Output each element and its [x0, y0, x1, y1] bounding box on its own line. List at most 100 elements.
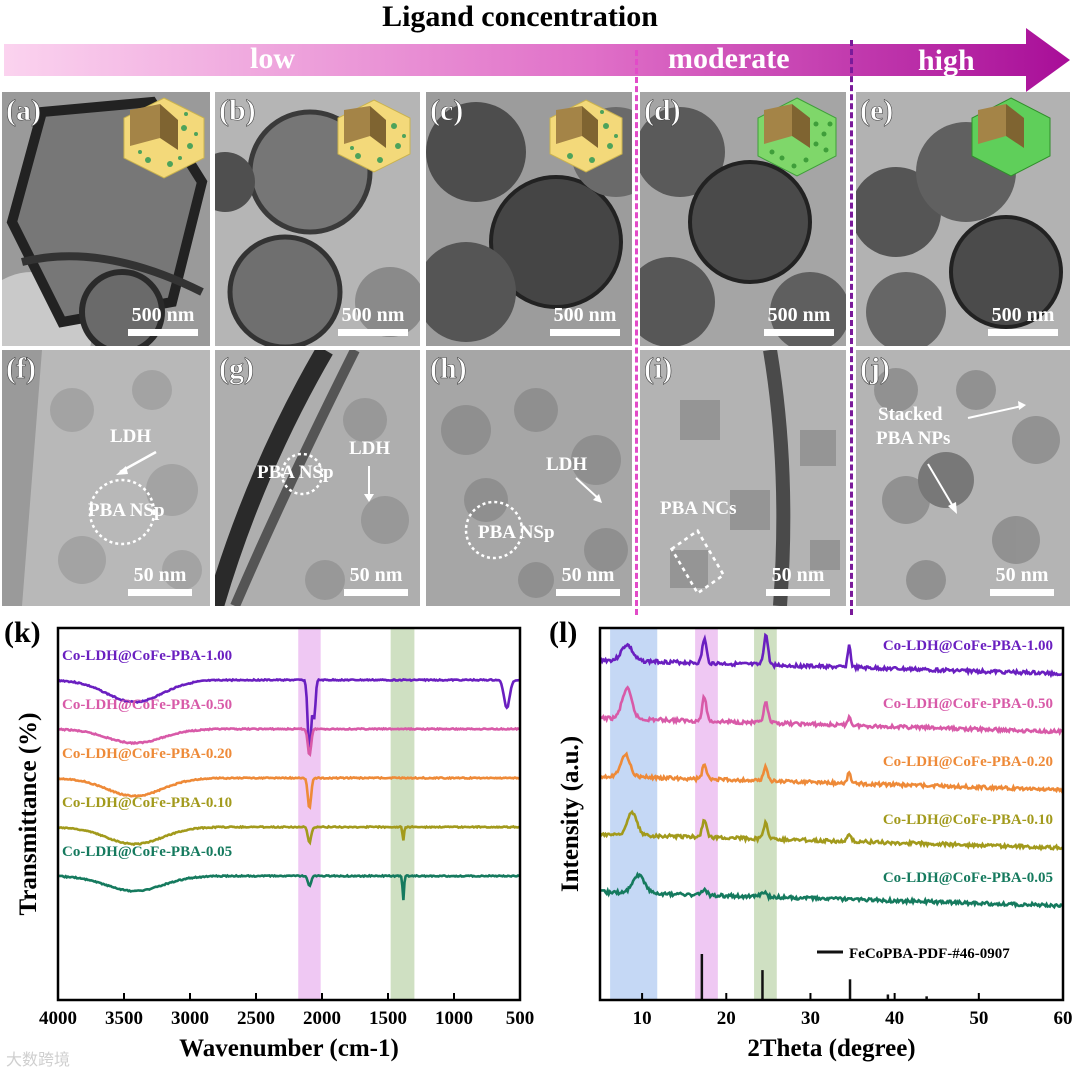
structure-icon-d — [757, 97, 837, 177]
x-tick-label-1: 20 — [717, 1008, 736, 1029]
series-line-2 — [599, 751, 1065, 794]
panel-label-h: (h) — [430, 352, 467, 386]
scale-bar-text-g: 50 nm — [349, 564, 403, 586]
x-tick-label-0: 4000 — [39, 1008, 77, 1029]
panel-label-e: (e) — [860, 94, 894, 128]
series-line-4 — [599, 871, 1065, 910]
tem-panel-b: (b) 500 nm — [215, 92, 420, 346]
x-axis-label: 2Theta (degree) — [747, 1035, 915, 1062]
series-line-3 — [598, 809, 1064, 852]
tem-panel-c: (c) 500 nm — [426, 92, 632, 346]
structure-icon-e — [971, 97, 1051, 177]
tem-image-i — [640, 350, 846, 606]
x-tick-label-3: 2500 — [237, 1008, 275, 1029]
scale-bar-line-b — [338, 329, 408, 336]
scale-bar-b: 500 nm — [338, 304, 408, 336]
x-tick-label-5: 1500 — [369, 1008, 407, 1029]
series-line-2 — [57, 775, 521, 810]
scale-bar-text-d: 500 nm — [767, 304, 831, 326]
tem-panel-e: (e) 500 nm — [856, 92, 1070, 346]
y-axis-label: Intensity (a.u.) — [557, 736, 584, 892]
watermark: 大数跨境 — [6, 1050, 71, 1069]
series-line-0 — [599, 632, 1065, 679]
series-label-3: Co-LDH@CoFe-PBA-0.10 — [883, 812, 1053, 828]
series-label-1: Co-LDH@CoFe-PBA-0.50 — [62, 697, 232, 713]
annotation-ldh-g: LDH — [349, 438, 391, 459]
scale-bar-c: 500 nm — [550, 304, 620, 336]
label-moderate: moderate — [668, 42, 790, 75]
series-line-0 — [57, 677, 521, 754]
scale-bar-line-g — [344, 589, 408, 596]
tem-panel-f: (f) LDH PBA NSp 50 nm — [2, 350, 210, 606]
scale-bar-text-b: 500 nm — [341, 304, 405, 326]
annotation-ldh-f: LDH — [110, 426, 152, 447]
tem-panel-d: (d) 500 nm — [640, 92, 846, 346]
panel-label-c: (c) — [430, 94, 464, 128]
scale-bar-line-d — [764, 329, 834, 336]
scale-bar-h: 50 nm — [556, 564, 620, 596]
tem-image-h — [426, 350, 632, 606]
tem-panel-a: (a) 500 nm — [2, 92, 210, 346]
highlight-band-1 — [695, 628, 718, 1000]
annotation-ldh-h: LDH — [546, 454, 588, 475]
xrd-chart: FeCoPBA-PDF-#46-0907 Co-LDH@CoFe-PBA-1.00… — [549, 616, 1073, 1062]
x-tick-label-5: 60 — [1054, 1008, 1073, 1029]
panel-label-a: (a) — [6, 94, 42, 128]
tem-image-c — [426, 92, 632, 346]
series-line-4 — [57, 873, 521, 901]
highlight-band-1 — [390, 628, 415, 1000]
concentration-arrow — [4, 28, 1070, 92]
scale-bar-line-a — [128, 329, 198, 336]
divider-moderate — [635, 50, 638, 615]
series-label-0: Co-LDH@CoFe-PBA-1.00 — [883, 638, 1053, 654]
series-line-1 — [598, 685, 1063, 736]
panel-label-g: (g) — [219, 352, 255, 386]
annotation-stacked-j: Stacked — [878, 404, 943, 425]
scale-bar-d: 500 nm — [764, 304, 834, 336]
structure-icon-b — [337, 99, 411, 173]
scale-bar-line-h — [556, 589, 620, 596]
scale-bar-j: 50 nm — [990, 564, 1054, 596]
figure-title: Ligand concentration — [382, 0, 658, 33]
x-tick-label-7: 500 — [506, 1008, 535, 1029]
highlight-band-0 — [298, 628, 321, 1000]
x-tick-label-4: 2000 — [303, 1008, 341, 1029]
panel-label-d: (d) — [644, 94, 681, 128]
scale-bar-line-c — [550, 329, 620, 336]
arrow-icon-j-2 — [927, 463, 957, 514]
arrow-icon-h — [575, 477, 602, 503]
label-high: high — [918, 44, 975, 77]
tem-panel-i: (i) PBA NCs 50 nm — [640, 350, 846, 606]
series-label-1: Co-LDH@CoFe-PBA-0.50 — [883, 696, 1053, 712]
series-label-2: Co-LDH@CoFe-PBA-0.20 — [62, 746, 232, 762]
scale-bar-f: 50 nm — [128, 564, 192, 596]
ftir-chart: Co-LDH@CoFe-PBA-1.00 Co-LDH@CoFe-PBA-0.50… — [4, 616, 535, 1062]
scale-bar-text-i: 50 nm — [771, 564, 825, 586]
scale-bar-a: 500 nm — [128, 304, 198, 336]
x-tick-label-2: 30 — [801, 1008, 820, 1029]
tem-panel-h: (h) LDH PBA NSp 50 nm — [426, 350, 632, 606]
scale-bar-text-f: 50 nm — [133, 564, 187, 586]
scale-bar-line-e — [988, 329, 1058, 336]
highlight-band-2 — [754, 628, 777, 1000]
series-line-1 — [57, 726, 520, 758]
x-tick-label-3: 40 — [885, 1008, 904, 1029]
scale-bar-line-j — [990, 589, 1054, 596]
tem-image-f — [2, 350, 210, 606]
plot-frame — [56, 626, 522, 1002]
scale-bar-text-e: 500 nm — [991, 304, 1055, 326]
scale-bar-text-j: 50 nm — [995, 564, 1049, 586]
x-axis-label: Wavenumber (cm-1) — [179, 1035, 399, 1062]
plot-frame — [598, 626, 1065, 1002]
panel-label: (l) — [549, 616, 577, 649]
reference-legend-label: FeCoPBA-PDF-#46-0907 — [849, 946, 1010, 962]
scale-bar-line-f — [128, 589, 192, 596]
arrow-icon-g — [364, 466, 374, 502]
annotation-pba-g: PBA NSp — [257, 462, 334, 483]
scale-bar-line-i — [766, 589, 830, 596]
x-tick-label-2: 3000 — [171, 1008, 209, 1029]
annotation-pba-j: PBA NPs — [876, 428, 951, 449]
tem-panel-g: (g) PBA NSp LDH 50 nm — [215, 350, 420, 606]
series-label-4: Co-LDH@CoFe-PBA-0.05 — [62, 844, 232, 860]
arrow-icon-f — [116, 450, 157, 475]
